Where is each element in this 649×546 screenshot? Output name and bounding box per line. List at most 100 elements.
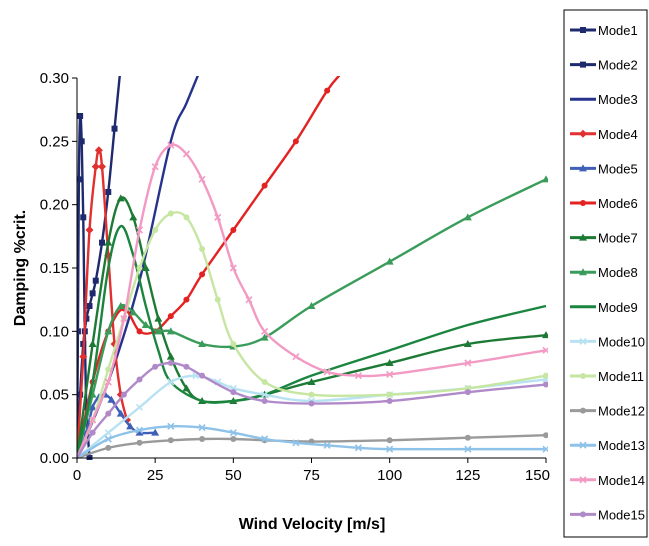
- legend-label: Mode1: [598, 23, 638, 38]
- data-point-mode7: [88, 340, 97, 347]
- series-mode12: [77, 432, 548, 460]
- series-line-mode14: [77, 143, 547, 459]
- data-point-mode12: [199, 436, 206, 442]
- series-line-mode1: [77, 113, 91, 459]
- data-point-mode12: [230, 436, 237, 442]
- series-mode15: [77, 360, 548, 459]
- data-point-mode5: [107, 395, 116, 403]
- data-point-mode10: [104, 429, 112, 437]
- legend-item-mode15: Mode15: [570, 507, 645, 522]
- data-point-mode15: [261, 398, 268, 404]
- data-point-mode1: [77, 176, 82, 183]
- data-point-mode10: [167, 378, 175, 386]
- data-point-mode11: [199, 246, 206, 252]
- x-tick-label: 50: [225, 467, 242, 484]
- legend-item-mode2: Mode2: [570, 58, 638, 73]
- data-point-mode10: [135, 403, 144, 411]
- series-mode8: [77, 175, 548, 459]
- data-point-mode14: [167, 141, 175, 149]
- series-mode14: [77, 141, 548, 459]
- y-tick-label: 0.25: [40, 133, 69, 150]
- data-point-mode1: [78, 138, 85, 145]
- data-point-mode11: [167, 210, 174, 217]
- legend-marker: [579, 164, 587, 172]
- data-point-mode13: [104, 435, 112, 443]
- data-point-mode8: [385, 257, 394, 265]
- y-axis-title: Damping %crit.: [12, 210, 29, 326]
- legend-item-mode7: Mode7: [570, 231, 638, 246]
- data-point-mode4: [91, 162, 100, 171]
- y-tick-label: 0.15: [40, 260, 69, 277]
- x-tick-label: 150: [525, 467, 550, 484]
- data-point-mode7: [141, 264, 150, 271]
- data-point-mode13: [323, 441, 331, 449]
- data-point-mode7: [104, 238, 113, 246]
- data-point-mode14: [89, 416, 97, 424]
- data-point-mode13: [386, 445, 394, 453]
- data-point-mode4: [79, 352, 88, 361]
- y-tick-label: 0.30: [40, 70, 69, 87]
- legend-label: Mode13: [598, 438, 645, 453]
- legend-item-mode10: Mode10: [570, 334, 645, 349]
- data-point-mode8: [154, 327, 163, 335]
- data-point-mode11: [183, 214, 190, 221]
- legend-item-mode6: Mode6: [570, 196, 638, 211]
- data-point-mode1: [77, 328, 81, 335]
- legend-label: Mode6: [598, 196, 638, 211]
- data-point-mode8: [542, 175, 548, 183]
- legend-label: Mode2: [598, 58, 638, 73]
- x-tick-label: 100: [377, 467, 402, 484]
- legend-marker: [580, 407, 586, 414]
- data-point-mode14: [292, 353, 300, 361]
- data-point-mode14: [104, 378, 112, 386]
- legend-marker: [580, 200, 586, 206]
- x-axis-title: Wind Velocity [m/s]: [239, 516, 386, 533]
- data-point-mode14: [386, 370, 394, 378]
- data-point-mode15: [199, 372, 206, 379]
- data-point-mode11: [543, 372, 548, 379]
- data-point-mode12: [386, 437, 393, 444]
- legend-item-mode13: Mode13: [570, 438, 645, 453]
- data-point-mode4: [85, 226, 94, 234]
- data-point-mode14: [323, 368, 331, 376]
- data-point-mode8: [198, 340, 207, 347]
- data-point-mode8: [104, 327, 113, 335]
- data-point-mode12: [543, 432, 548, 439]
- y-tick-label: 0.05: [40, 387, 69, 404]
- data-point-mode5: [151, 428, 160, 436]
- data-point-mode6: [340, 69, 346, 75]
- legend-item-mode3: Mode3: [570, 92, 638, 107]
- legend-label: Mode3: [598, 92, 638, 107]
- legend-label: Mode10: [598, 334, 645, 349]
- legend-marker: [579, 337, 587, 345]
- legend-label: Mode12: [598, 404, 645, 419]
- data-point-mode5: [88, 403, 97, 411]
- legend-label: Mode14: [598, 473, 645, 488]
- data-point-mode1: [80, 214, 87, 221]
- data-point-mode15: [308, 400, 315, 407]
- data-point-mode15: [105, 410, 112, 417]
- legend-label: Mode8: [598, 265, 638, 280]
- data-point-mode14: [464, 359, 472, 367]
- data-point-mode8: [260, 333, 269, 341]
- legend-item-mode14: Mode14: [570, 473, 645, 488]
- x-tick-label: 0: [73, 467, 81, 484]
- data-point-mode15: [89, 429, 96, 436]
- data-point-mode14: [182, 150, 190, 158]
- data-point-mode2: [118, 62, 124, 68]
- data-point-mode11: [261, 379, 268, 385]
- data-point-mode11: [105, 366, 112, 373]
- data-point-mode7: [129, 213, 138, 221]
- legend-label: Mode9: [598, 300, 638, 315]
- data-point-mode15: [386, 398, 393, 404]
- plot-area: [77, 62, 548, 460]
- data-point-mode11: [230, 341, 237, 347]
- legend-label: Mode7: [598, 231, 638, 246]
- legend-marker: [580, 511, 586, 518]
- data-point-mode11: [152, 227, 159, 233]
- series-mode11: [77, 210, 548, 459]
- data-point-mode14: [151, 163, 159, 171]
- data-point-mode8: [166, 327, 175, 335]
- data-point-mode15: [167, 360, 174, 366]
- legend-item-mode4: Mode4: [570, 127, 638, 142]
